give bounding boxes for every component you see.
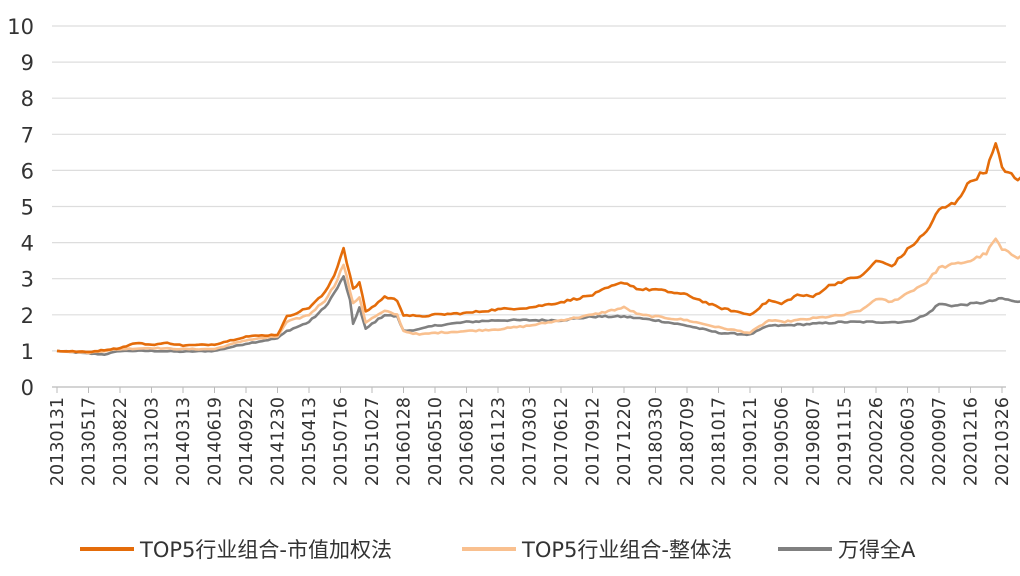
x-tick-label: 20171220 <box>615 397 635 486</box>
x-tick-label: 20150716 <box>332 397 352 486</box>
x-tick-label: 20140313 <box>174 397 194 486</box>
y-tick-label: 1 <box>21 340 34 364</box>
x-tick-label: 20140619 <box>206 397 226 486</box>
x-tick-label: 20151027 <box>363 397 383 486</box>
x-tick-label: 20141230 <box>269 397 289 486</box>
x-tick-label: 20130517 <box>80 397 100 486</box>
y-tick-label: 5 <box>21 196 34 220</box>
y-tick-label: 7 <box>21 123 34 147</box>
x-tick-label: 20190807 <box>804 397 824 486</box>
y-tick-label: 10 <box>7 15 34 39</box>
series-line-1 <box>56 237 1020 355</box>
x-tick-label: 20170912 <box>584 397 604 486</box>
x-tick-label: 20190506 <box>773 397 793 486</box>
legend-label: TOP5行业组合-整体法 <box>521 538 732 562</box>
series-lines <box>56 142 1020 356</box>
gridlines <box>52 25 1006 388</box>
x-tick-label: 20200603 <box>899 397 919 486</box>
x-tick-label: 20181017 <box>710 397 730 486</box>
x-tick-label: 20210326 <box>993 397 1013 486</box>
x-tick-label: 20190121 <box>741 397 761 486</box>
legend-label: TOP5行业组合-市值加权法 <box>139 538 392 562</box>
y-tick-label: 3 <box>21 268 34 292</box>
x-tick-label: 20200907 <box>930 397 950 486</box>
y-tick-label: 4 <box>21 232 34 256</box>
x-tick-label: 20130131 <box>48 397 68 486</box>
legend-label: 万得全A <box>838 538 916 562</box>
y-tick-label: 6 <box>21 159 34 183</box>
x-tick-label: 20160812 <box>458 397 478 486</box>
y-tick-label: 0 <box>21 376 34 400</box>
y-tick-label: 2 <box>21 304 34 328</box>
x-tick-label: 20180330 <box>647 397 667 486</box>
x-tick-label: 20191115 <box>836 397 856 486</box>
x-tick-label: 20140922 <box>237 397 257 486</box>
x-tick-label: 20170612 <box>552 397 572 486</box>
x-axis-ticks: 20130131 20130517 20130822 20131203 20140313… <box>48 387 1013 486</box>
x-tick-label: 20160510 <box>426 397 446 486</box>
x-tick-label: 20150413 <box>300 397 320 486</box>
x-tick-label: 20160128 <box>395 397 415 486</box>
y-axis-ticks: 0 1 2 3 4 5 6 7 8 9 10 <box>7 15 34 400</box>
x-tick-label: 20170303 <box>521 397 541 486</box>
x-tick-label: 20161123 <box>489 397 509 486</box>
legend: TOP5行业组合-市值加权法 TOP5行业组合-整体法 万得全A <box>80 538 916 562</box>
x-tick-label: 20131203 <box>143 397 163 486</box>
y-tick-label: 8 <box>21 87 34 111</box>
y-tick-label: 9 <box>21 51 34 75</box>
series-line-0 <box>56 142 1020 354</box>
x-tick-label: 20201216 <box>962 397 982 486</box>
x-tick-label: 20130822 <box>111 397 131 486</box>
x-tick-label: 20200226 <box>867 397 887 486</box>
x-tick-label: 20180709 <box>678 397 698 486</box>
series-line-2 <box>56 275 1020 356</box>
